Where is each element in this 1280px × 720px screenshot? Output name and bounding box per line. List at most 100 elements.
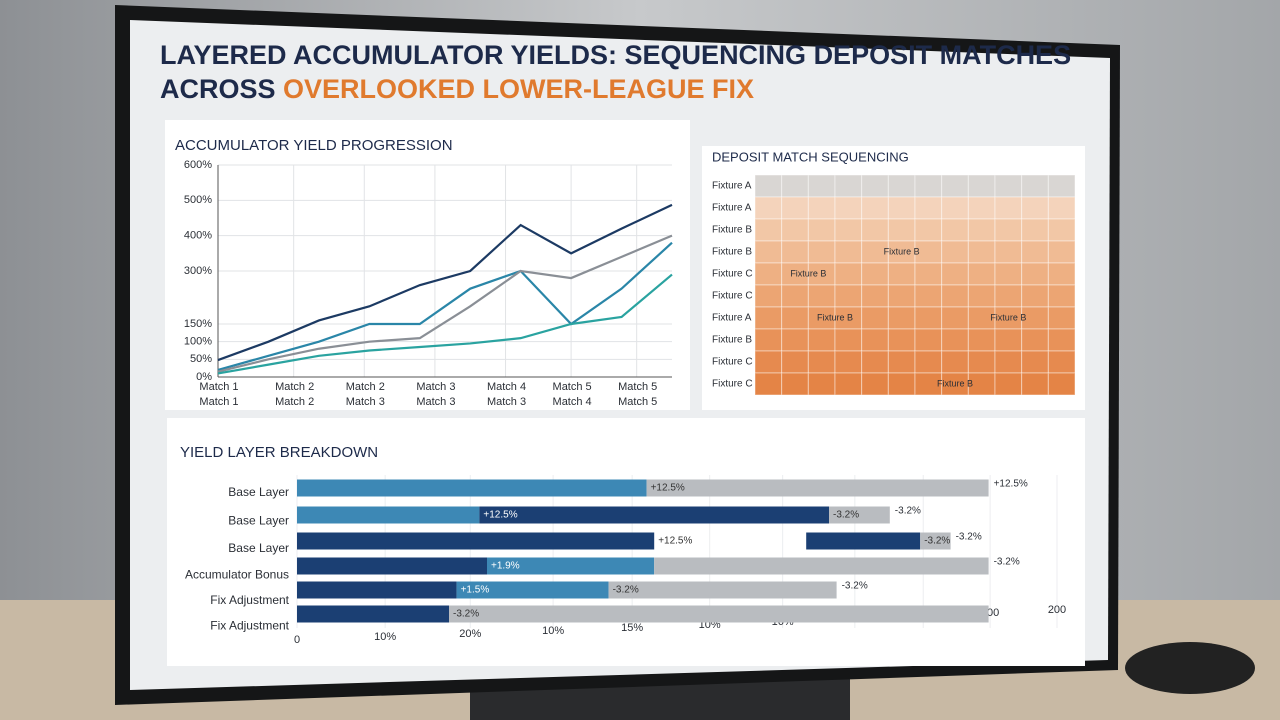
heat-cell: [994, 196, 1023, 220]
heat-cell: [834, 174, 863, 198]
heat-cell: [967, 284, 996, 308]
x-tick-label: Match 4: [487, 381, 526, 393]
category-label: Base Layer: [228, 514, 289, 528]
heat-cell: [887, 372, 916, 396]
heat-cell: [781, 372, 809, 396]
heat-cell: [807, 196, 836, 220]
heat-cell: [861, 306, 889, 330]
heat-cell: [1021, 328, 1049, 352]
row-label: Fixture B: [712, 225, 752, 236]
heat-cell: [834, 328, 863, 352]
bar-segment: [297, 479, 647, 497]
x-tick-label: 15%: [621, 622, 643, 634]
heat-cell: [834, 350, 863, 374]
x-tick-label: Match 3: [346, 396, 385, 408]
heat-cell: [834, 196, 863, 220]
heat-cell: [914, 284, 943, 308]
category-label: Base Layer: [228, 541, 289, 555]
row-label: Fixture B: [712, 335, 752, 346]
mouse: [1125, 642, 1255, 694]
line-series: [217, 234, 673, 373]
heat-cell: [887, 306, 916, 330]
y-tick-label: 150%: [184, 318, 212, 330]
heat-cell: [994, 350, 1023, 374]
heat-cell: [1047, 328, 1076, 352]
x-tick-label: 20%: [459, 628, 481, 640]
category-label: Accumulator Bonus: [185, 568, 289, 582]
y-tick-label: 500%: [184, 194, 212, 206]
cell-annotation: Fixture B: [884, 246, 920, 256]
bar-segment: [920, 532, 951, 550]
x-tick-label: Match 3: [416, 381, 455, 393]
heat-cell: [754, 284, 783, 308]
end-note: -3.2%: [994, 557, 1020, 568]
heat-cell: [1047, 262, 1076, 286]
x-tick-label: Match 1: [199, 381, 238, 393]
heat-cell: [1021, 174, 1049, 198]
heat-cell: [781, 350, 809, 374]
heat-cell: [914, 174, 943, 198]
segment-note: -3.2%: [613, 585, 639, 596]
panel-title: YIELD LAYER BREAKDOWN: [180, 444, 378, 461]
heat-cell: [887, 262, 916, 286]
heat-cell: [781, 218, 809, 242]
y-tick-label: 50%: [190, 353, 212, 365]
heat-cell: [887, 284, 916, 308]
heat-cell: [1047, 350, 1076, 374]
heat-cell: [781, 240, 809, 264]
bar-segment: [456, 581, 609, 599]
heat-cell: [994, 284, 1023, 308]
heat-cell: [861, 218, 889, 242]
heat-cell: [861, 350, 889, 374]
heat-cell: [754, 174, 783, 198]
heat-cell: [887, 196, 916, 220]
x-tick-label: Match 5: [618, 381, 657, 393]
x-tick-label: 200: [1048, 604, 1066, 616]
bar-segment: [297, 506, 480, 524]
title-line2: ACROSS OVERLOOKED LOWER-LEAGUE FIX: [160, 74, 754, 104]
row-label: Fixture C: [712, 357, 753, 368]
heat-cell: [754, 262, 783, 286]
heat-cell: [941, 174, 969, 198]
cell-annotation: Fixture B: [817, 312, 853, 322]
bar-segment: [449, 605, 989, 623]
title-line1: LAYERED ACCUMULATOR YIELDS: SEQUENCING D…: [160, 40, 1071, 70]
heat-cell: [914, 218, 943, 242]
segment-note: +1.9%: [491, 561, 520, 572]
title-prefix: ACROSS: [160, 74, 276, 104]
cell-annotation: Fixture B: [990, 312, 1026, 322]
heat-cell: [861, 372, 889, 396]
category-label: Fix Adjustment: [210, 593, 289, 607]
row-label: Fixture C: [712, 379, 753, 390]
heat-cell: [754, 218, 783, 242]
bar-segment: [829, 506, 890, 524]
heat-cell: [914, 306, 943, 330]
y-tick-label: 0%: [196, 371, 212, 383]
heat-cell: [1021, 284, 1049, 308]
heat-cell: [807, 240, 836, 264]
heat-cell: [1047, 372, 1076, 396]
heat-cell: [914, 350, 943, 374]
heat-cell: [754, 240, 783, 264]
heat-cell: [967, 196, 996, 220]
row-label: Fixture C: [712, 269, 753, 280]
line-series: [217, 241, 673, 371]
heat-cell: [941, 284, 969, 308]
heat-cell: [1047, 240, 1076, 264]
heat-cell: [1047, 284, 1076, 308]
bar-segment: [297, 605, 449, 623]
heat-cell: [861, 284, 889, 308]
segment-note: +1.5%: [461, 585, 490, 596]
heat-cell: [754, 350, 783, 374]
heat-cell: [861, 262, 889, 286]
heat-cell: [1047, 174, 1076, 198]
heat-cell: [834, 372, 863, 396]
heat-cell: [994, 174, 1023, 198]
bar-segment: [654, 557, 989, 575]
y-tick-label: 600%: [184, 159, 212, 171]
x-tick-label: 0: [294, 634, 300, 646]
heat-cell: [754, 196, 783, 220]
heat-cell: [941, 328, 969, 352]
heat-cell: [1021, 196, 1049, 220]
heat-cell: [781, 196, 809, 220]
